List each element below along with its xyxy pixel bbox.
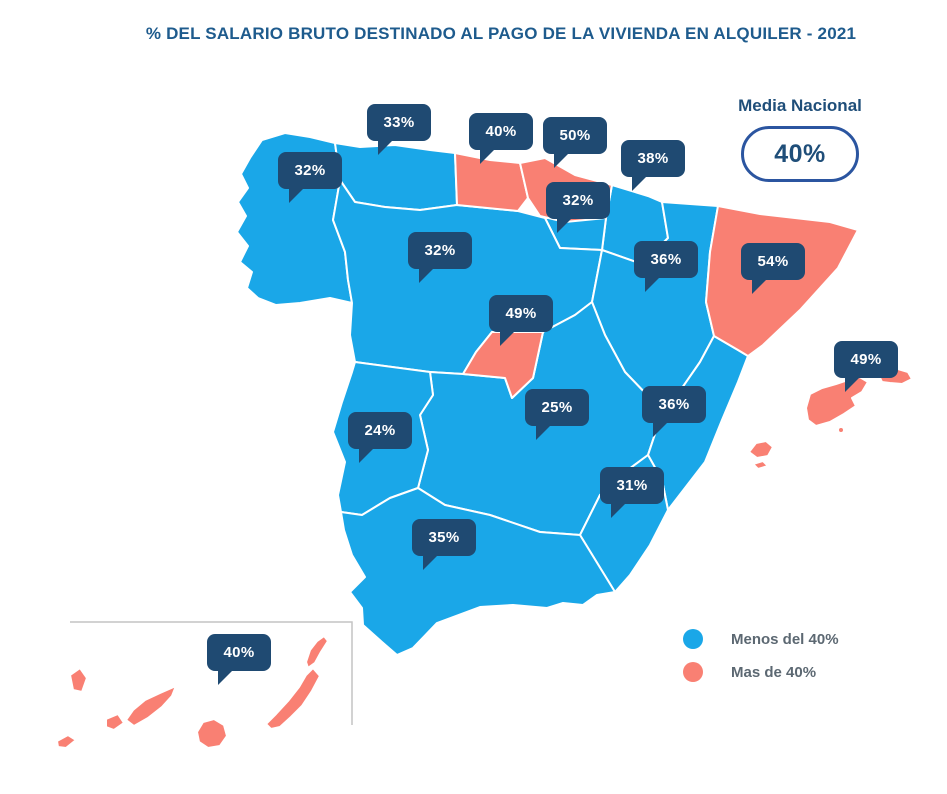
island-el-hierro[interactable]	[56, 734, 77, 749]
legend-dot-red-icon	[683, 662, 703, 682]
value-bubble-pais-vasco: 50%	[543, 117, 607, 168]
island-lanzarote[interactable]	[305, 635, 329, 669]
region-madrid[interactable]	[462, 331, 544, 399]
legend-label-below-40: Menos del 40%	[731, 630, 839, 648]
canary-inset-border	[70, 621, 353, 725]
region-andalucia[interactable]	[340, 487, 616, 656]
national-average-pill: 40%	[741, 126, 859, 182]
region-baleares[interactable]	[748, 368, 913, 470]
value-bubble-baleares: 49%	[834, 341, 898, 392]
national-average-block: Media Nacional 40%	[730, 96, 870, 182]
legend-item-below-40: Menos del 40%	[683, 629, 839, 649]
value-bubble-madrid: 49%	[489, 295, 553, 346]
value-bubble-andalucia: 35%	[412, 519, 476, 570]
island-la-gomera[interactable]	[105, 713, 125, 731]
value-bubble-aragon: 36%	[634, 241, 698, 292]
value-bubble-canarias: 40%	[207, 634, 271, 685]
national-average-label: Media Nacional	[738, 96, 862, 115]
value-bubble-cantabria: 40%	[469, 113, 533, 164]
island-gran-canaria[interactable]	[196, 718, 228, 749]
legend-dot-blue-icon	[683, 629, 703, 649]
value-bubble-castilla-la-mancha: 25%	[525, 389, 589, 440]
legend: Menos del 40% Mas de 40%	[683, 629, 839, 695]
page-title: % DEL SALARIO BRUTO DESTINADO AL PAGO DE…	[145, 24, 857, 43]
value-bubble-extremadura: 24%	[348, 412, 412, 463]
value-bubble-cataluna: 54%	[741, 243, 805, 294]
value-bubble-asturias: 33%	[367, 104, 431, 155]
island-formentera[interactable]	[752, 460, 769, 470]
value-bubble-comunidad-valenciana: 36%	[642, 386, 706, 437]
legend-item-above-40: Mas de 40%	[683, 662, 839, 682]
value-bubble-navarra: 38%	[621, 140, 685, 191]
value-bubble-la-rioja: 32%	[546, 182, 610, 233]
national-average-value: 40%	[774, 139, 826, 168]
legend-label-above-40: Mas de 40%	[731, 663, 817, 681]
region-cataluna[interactable]	[705, 205, 859, 357]
value-bubble-castilla-y-leon: 32%	[408, 232, 472, 283]
island-ibiza[interactable]	[748, 440, 774, 459]
island-la-palma[interactable]	[69, 667, 88, 693]
value-bubble-galicia: 32%	[278, 152, 342, 203]
island-tenerife[interactable]	[125, 685, 177, 727]
region-canarias[interactable]	[56, 635, 329, 749]
value-bubble-murcia: 31%	[600, 467, 664, 518]
island-fuerteventura[interactable]	[265, 667, 321, 730]
island-cabrera[interactable]	[837, 426, 845, 434]
